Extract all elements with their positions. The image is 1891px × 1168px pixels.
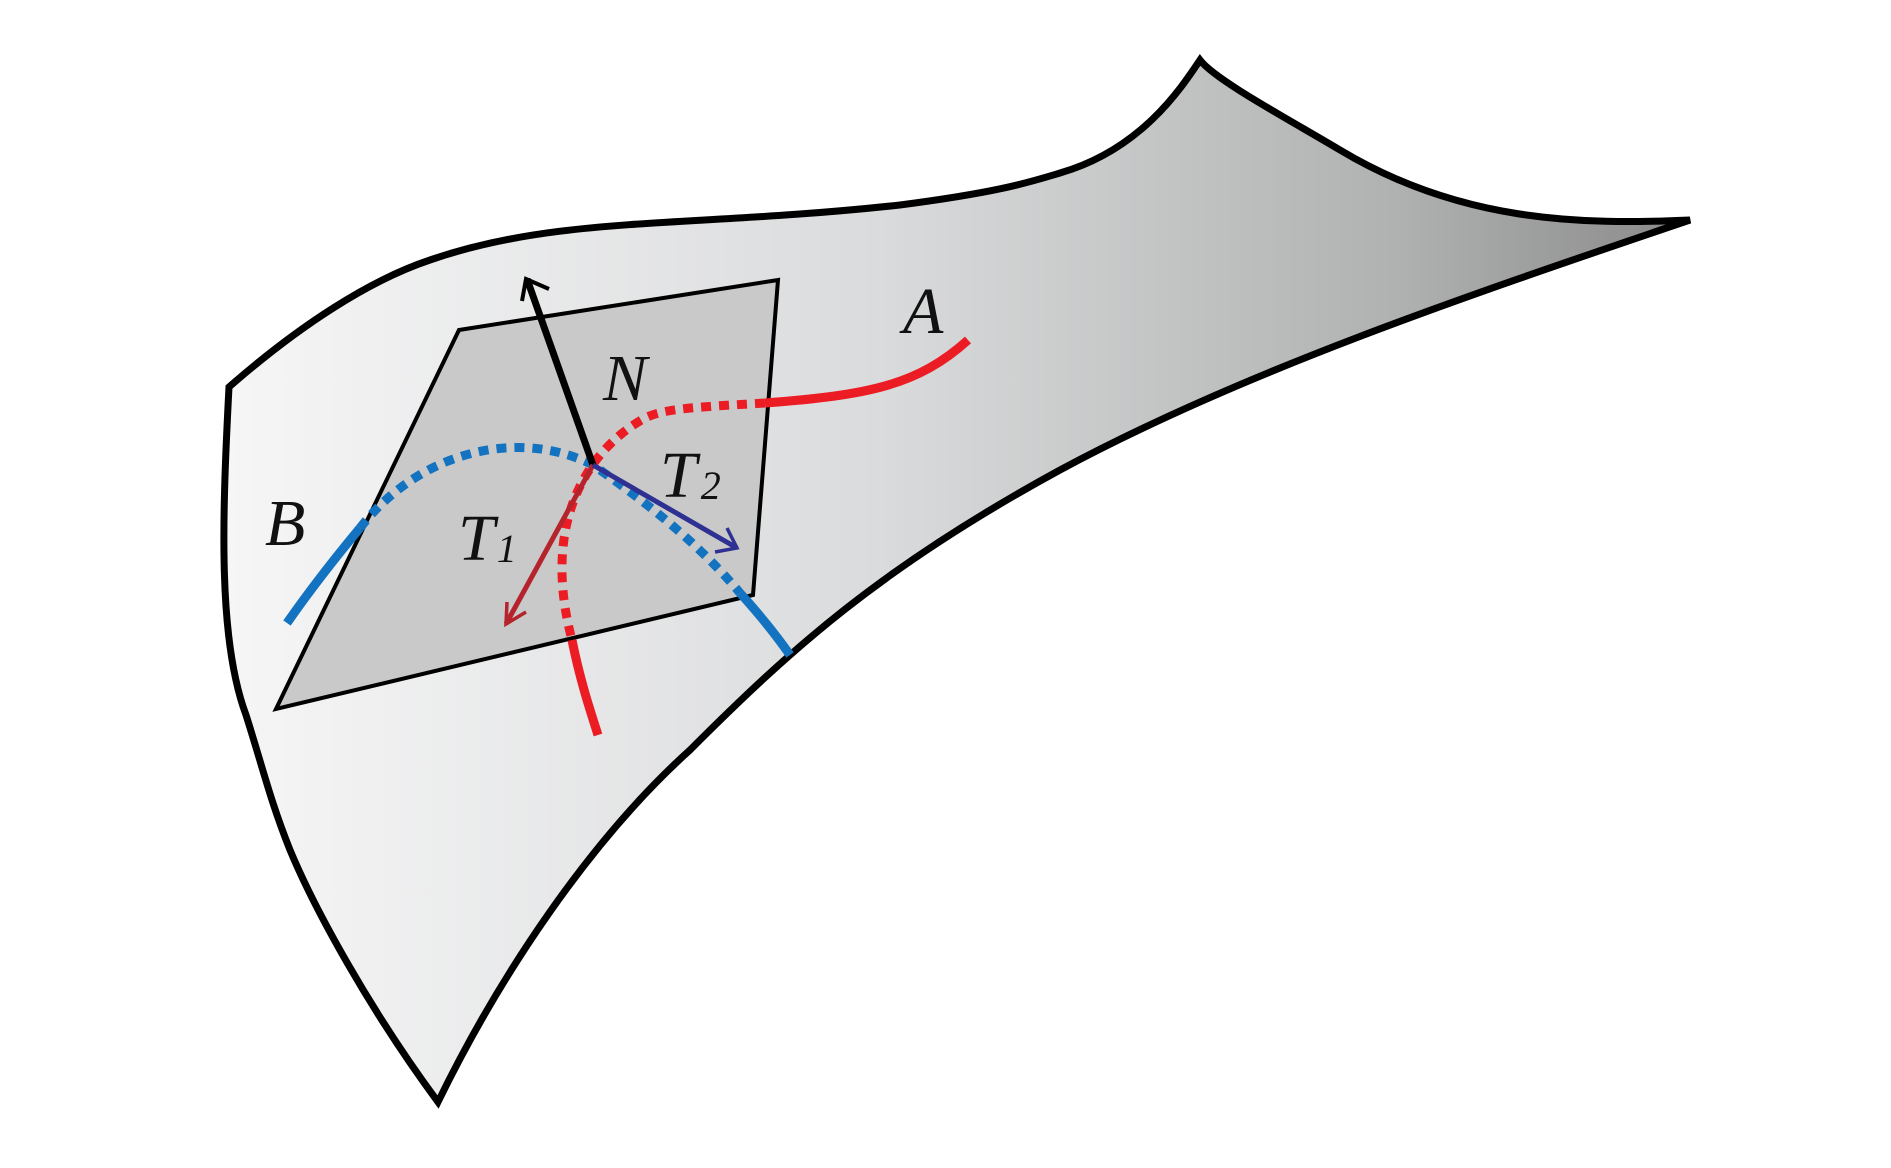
curve-b-solid-left xyxy=(283,525,364,626)
tangent-vector-t1 xyxy=(503,463,596,628)
curve-a-solid-bottom xyxy=(567,639,603,737)
label-t1-base: T xyxy=(458,502,499,575)
curve-b-solid-right xyxy=(736,589,794,658)
label-t2-subscript: 2 xyxy=(701,463,721,508)
label-a: A xyxy=(899,275,944,348)
label-b: B xyxy=(265,487,305,560)
normal-vector-n xyxy=(520,276,597,467)
curve-a-solid-top xyxy=(764,336,972,408)
label-t1: T1 xyxy=(458,502,517,575)
curve-a-dotted xyxy=(557,398,766,642)
label-n: N xyxy=(602,342,651,415)
label-t1-subscript: 1 xyxy=(497,526,517,571)
label-t2-base: T xyxy=(660,439,701,512)
tangent-vector-t2 xyxy=(591,462,740,554)
tangent-plane xyxy=(272,277,781,712)
